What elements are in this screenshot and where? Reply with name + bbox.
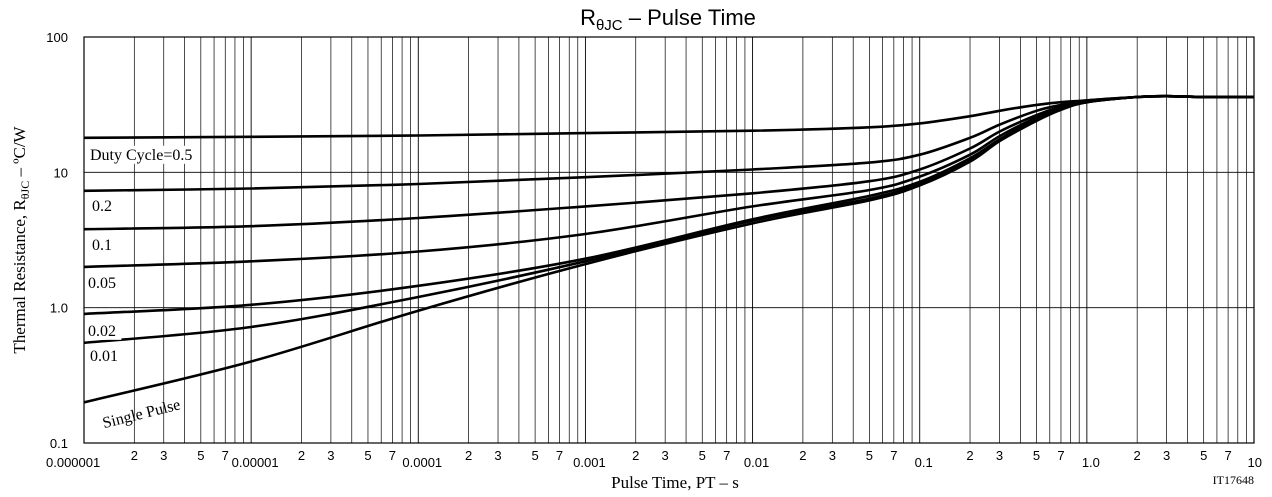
curve-label-bg — [89, 236, 118, 255]
chart-title-main: R — [580, 5, 596, 30]
curve-label-bg — [85, 273, 122, 292]
x-minor-tick-label: 7 — [1057, 448, 1064, 463]
curve-label: 0.05 — [88, 275, 116, 292]
x-minor-tick-label: 7 — [890, 448, 897, 463]
curve-label-bg — [89, 196, 118, 215]
x-tick-label: 1.0 — [1082, 455, 1100, 470]
chart-title-rest: – Pulse Time — [623, 5, 756, 30]
curve-label-bg — [87, 145, 200, 164]
x-minor-tick-label: 2 — [131, 448, 138, 463]
x-minor-tick-label: 5 — [866, 448, 873, 463]
series-line — [83, 94, 1255, 316]
x-minor-tick-label: 3 — [494, 448, 501, 463]
x-minor-tick-label: 5 — [1200, 448, 1207, 463]
x-axis-label: Pulse Time, PT – s — [611, 473, 739, 492]
x-minor-tick-label: 5 — [531, 448, 538, 463]
figure-id: IT17648 — [1213, 473, 1254, 487]
chart-title: RθJC – Pulse Time — [580, 5, 756, 34]
y-tick-label: 100 — [46, 30, 68, 45]
x-minor-tick-label: 2 — [799, 448, 806, 463]
x-minor-tick-label: 5 — [197, 448, 204, 463]
series-line — [83, 94, 1255, 231]
x-minor-tick-label: 3 — [996, 448, 1003, 463]
chart-title-sub: θJC — [596, 17, 623, 34]
y-axis-label-sub: θJC — [18, 181, 32, 199]
grid-lines — [84, 37, 1254, 443]
x-minor-tick-label: 3 — [662, 448, 669, 463]
y-tick-label: 1.0 — [50, 301, 68, 316]
series-line — [83, 94, 1255, 404]
tick-labels: 0.000001 0.00001 0.0001 0.001 0.01 0.1 1.0 10 2 3… — [46, 30, 1262, 470]
curve-label-bg — [85, 321, 122, 340]
y-axis-label: Thermal Resistance, RθJC – ºC/W — [10, 125, 32, 353]
curve-labels: Duty Cycle=0.5 0.2 0.1 0.05 0.02 0.01 Single P… — [85, 145, 200, 432]
x-minor-tick-label: 3 — [829, 448, 836, 463]
curve-label: 0.2 — [92, 198, 112, 215]
x-minor-tick-label: 2 — [465, 448, 472, 463]
curve-label: 0.02 — [88, 323, 116, 340]
x-tick-label: 0.00001 — [232, 455, 279, 470]
x-tick-label: 0.001 — [573, 455, 606, 470]
x-minor-tick-label: 2 — [966, 448, 973, 463]
x-minor-tick-label: 7 — [556, 448, 563, 463]
series-lines — [83, 94, 1255, 404]
y-axis-label-main: Thermal Resistance, R — [10, 199, 29, 354]
x-minor-tick-label: 2 — [1134, 448, 1141, 463]
x-tick-label: 0.0001 — [402, 455, 442, 470]
x-tick-label: 0.01 — [744, 455, 769, 470]
curve-label: Single Pulse — [101, 396, 182, 432]
curve-label: 0.01 — [90, 348, 118, 365]
curve-label: 0.1 — [92, 237, 112, 254]
y-tick-label: 10 — [54, 165, 68, 180]
curve-label-bg — [87, 346, 124, 365]
y-axis-label-rest: – ºC/W — [10, 125, 29, 180]
x-tick-label: 0.1 — [915, 455, 933, 470]
x-tick-label: 10 — [1248, 455, 1262, 470]
x-minor-tick-label: 5 — [364, 448, 371, 463]
x-minor-tick-label: 7 — [723, 448, 730, 463]
x-minor-tick-label: 7 — [389, 448, 396, 463]
series-line — [83, 94, 1255, 193]
x-minor-tick-label: 3 — [1163, 448, 1170, 463]
x-minor-tick-label: 5 — [699, 448, 706, 463]
x-minor-tick-label: 2 — [632, 448, 639, 463]
plot-frame — [83, 36, 1255, 444]
x-tick-label: 0.000001 — [46, 455, 100, 470]
curve-label: Duty Cycle=0.5 — [90, 147, 192, 164]
x-minor-tick-label: 5 — [1033, 448, 1040, 463]
x-minor-tick-label: 7 — [222, 448, 229, 463]
y-tick-label: 0.1 — [50, 436, 68, 451]
x-minor-tick-label: 3 — [160, 448, 167, 463]
x-minor-tick-label: 7 — [1224, 448, 1231, 463]
x-minor-tick-label: 3 — [327, 448, 334, 463]
x-minor-tick-label: 2 — [298, 448, 305, 463]
